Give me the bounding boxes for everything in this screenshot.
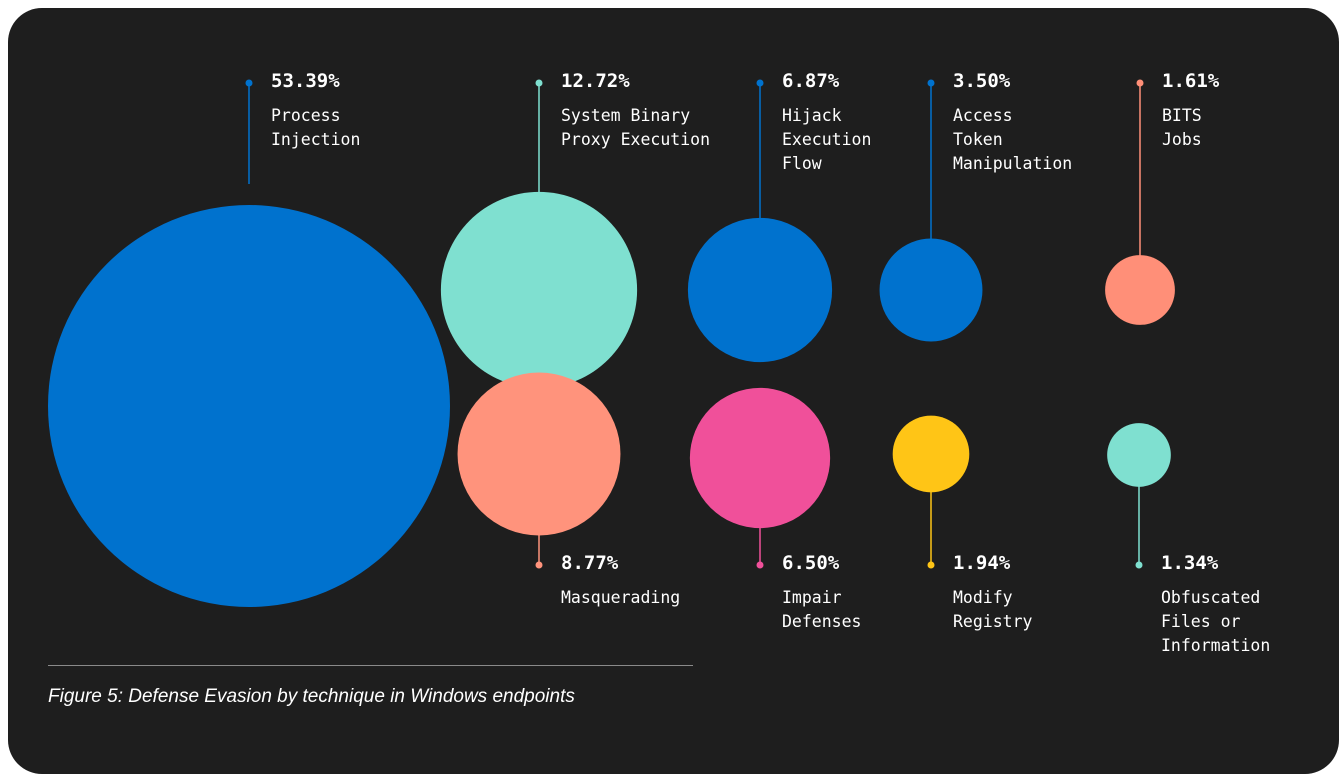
bubble-7-category-label: Impair Defenses: [782, 588, 862, 631]
bubble-2-value-label: 12.72%: [561, 70, 630, 92]
bubble-2-mark: [440, 191, 638, 389]
bubble-2-category-label: System Binary Proxy Execution: [561, 106, 711, 149]
chart-card: 53.39% Process Injection 12.72% System Bina…: [8, 8, 1339, 774]
bubble-7-leader-dot: [756, 561, 764, 569]
bubble-8-mark: [892, 415, 970, 493]
bubble-5-category-label: BITS Jobs: [1162, 106, 1202, 149]
bubble-3-category-label: Hijack Execution Flow: [782, 106, 872, 173]
bubble-6-leader-dot: [535, 561, 543, 569]
bubble-9-value-label: 1.34%: [1161, 552, 1219, 574]
bubble-9-mark: [1107, 423, 1171, 487]
bubble-1-category-label: Process Injection: [271, 106, 361, 149]
bubble-5-value-label: 1.61%: [1162, 70, 1220, 92]
bubble-8-leader-dot: [927, 561, 935, 569]
bubble-3-mark: [687, 217, 833, 363]
bubble-7-value-label: 6.50%: [782, 552, 840, 574]
bubble-4-mark: [879, 238, 983, 342]
bubble-2-leader-dot: [535, 79, 543, 87]
bubble-chart: [48, 79, 1175, 607]
bubble-7-mark: [689, 387, 831, 529]
bubble-6-mark: [457, 372, 621, 536]
bubble-4-leader-dot: [927, 79, 935, 87]
bubble-3-value-label: 6.87%: [782, 70, 840, 92]
bubble-5-leader-dot: [1136, 79, 1144, 87]
bubble-1-value-label: 53.39%: [271, 70, 340, 92]
caption-divider: [48, 665, 693, 666]
figure-caption: Figure 5: Defense Evasion by technique i…: [48, 686, 575, 707]
bubble-1-leader-dot: [245, 79, 253, 87]
bubble-8-category-label: Modify Registry: [953, 588, 1033, 631]
bubble-8-value-label: 1.94%: [953, 552, 1011, 574]
bubble-5-mark: [1105, 255, 1175, 325]
bubble-1-mark: [48, 205, 450, 607]
bubble-6-value-label: 8.77%: [561, 552, 619, 574]
bubble-9-category-label: Obfuscated Files or Information: [1161, 588, 1271, 655]
bubble-4-value-label: 3.50%: [953, 70, 1011, 92]
bubble-4-category-label: Access Token Manipulation: [953, 106, 1073, 173]
bubble-9-leader-dot: [1135, 561, 1143, 569]
bubble-3-leader-dot: [756, 79, 764, 87]
bubble-6-category-label: Masquerading: [561, 588, 681, 607]
